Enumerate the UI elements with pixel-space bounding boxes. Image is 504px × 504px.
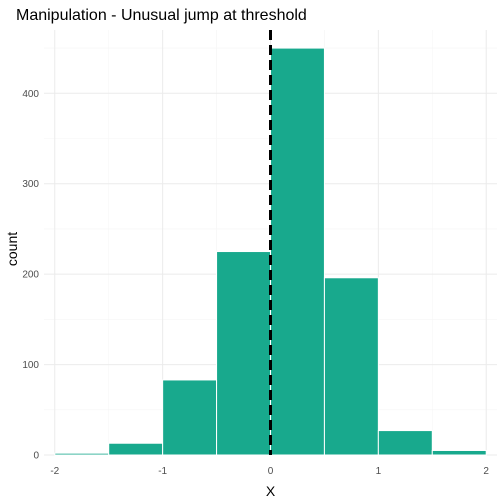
histogram-bar — [216, 251, 271, 456]
histogram-bar — [323, 277, 379, 456]
x-tick-label: -2 — [50, 466, 59, 477]
histogram-bar — [377, 430, 433, 456]
histogram-bar — [270, 47, 325, 456]
x-tick-label: 1 — [376, 466, 382, 477]
x-tick-labels: -2 -1 0 1 2 — [50, 466, 489, 477]
y-tick-label: 100 — [22, 360, 39, 371]
x-tick-label: 2 — [483, 466, 489, 477]
x-axis-title: X — [266, 483, 276, 499]
histogram-bar — [162, 379, 218, 456]
histogram-bar — [431, 449, 487, 456]
y-tick-labels: 0 100 200 300 400 — [22, 89, 39, 462]
histogram-bars — [54, 47, 487, 456]
histogram-bar — [54, 452, 110, 456]
chart-title: Manipulation - Unusual jump at threshold — [16, 7, 307, 24]
y-tick-label: 400 — [22, 89, 39, 100]
x-tick-label: -1 — [158, 466, 167, 477]
x-tick-label: 0 — [268, 466, 274, 477]
y-tick-label: 300 — [22, 179, 39, 190]
y-axis-title: count — [4, 232, 20, 266]
y-tick-label: 200 — [22, 270, 39, 281]
y-tick-label: 0 — [33, 451, 39, 462]
histogram-bar — [108, 442, 164, 456]
